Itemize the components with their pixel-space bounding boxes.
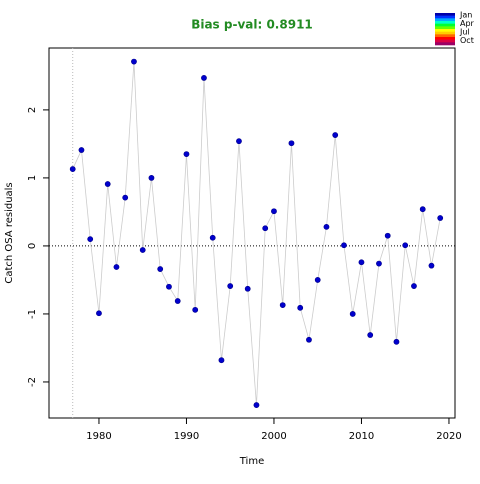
- legend-swatch: [435, 23, 455, 27]
- y-tick-label: 0: [27, 243, 38, 249]
- y-tick-label: 1: [27, 175, 38, 181]
- data-point: [183, 151, 190, 158]
- data-point: [306, 336, 312, 343]
- data-point: [349, 311, 356, 317]
- data-point: [262, 225, 269, 232]
- plot-frame: [48, 47, 456, 419]
- x-tick-label: 1980: [86, 431, 111, 442]
- data-point: [96, 310, 102, 317]
- data-point: [69, 166, 76, 172]
- data-point: [166, 283, 172, 290]
- legend-label: Jul: [459, 28, 470, 37]
- data-point: [244, 285, 251, 292]
- x-tick-label: 2010: [349, 431, 374, 442]
- data-point: [341, 242, 347, 249]
- x-axis-label: Time: [239, 456, 264, 467]
- data-point: [192, 306, 199, 313]
- y-axis-label: Catch OSA residuals: [4, 182, 15, 283]
- data-point: [87, 236, 94, 243]
- data-point: [297, 304, 304, 311]
- data-point: [288, 140, 295, 147]
- legend-swatch: [435, 15, 455, 19]
- data-point: [78, 147, 85, 153]
- data-point: [419, 206, 426, 213]
- legend-swatch: [435, 34, 455, 38]
- x-tick-label: 2000: [261, 431, 286, 442]
- data-point: [253, 402, 260, 408]
- data-point: [323, 223, 330, 230]
- data-point: [174, 298, 181, 304]
- data-point: [376, 260, 382, 267]
- data-point: [209, 234, 216, 241]
- legend-label: Oct: [460, 36, 474, 45]
- legend-swatch: [435, 26, 455, 30]
- data-point: [437, 215, 444, 221]
- data-point: [402, 242, 409, 249]
- legend-label: Jan: [459, 11, 472, 20]
- data-point: [367, 332, 374, 338]
- legend-swatch: [435, 13, 455, 16]
- data-point: [271, 208, 277, 215]
- legend-label: Apr: [460, 19, 475, 28]
- legend-swatch: [435, 21, 455, 24]
- data-point: [384, 232, 391, 239]
- y-tick-label: -1: [27, 309, 38, 319]
- data-point: [139, 247, 146, 253]
- legend-swatch: [435, 31, 455, 35]
- data-point: [157, 266, 164, 272]
- legend-swatch: [435, 39, 455, 43]
- legend-swatch: [435, 37, 455, 40]
- data-point: [148, 175, 155, 181]
- data-point: [279, 302, 286, 308]
- data-point: [201, 75, 207, 81]
- data-point: [428, 262, 435, 269]
- data-point: [314, 277, 321, 283]
- chart-title: Bias p-val: 0.8911: [191, 18, 313, 32]
- x-tick-label: 2020: [436, 431, 461, 442]
- x-tick-label: 1990: [174, 431, 199, 442]
- y-tick-label: 2: [27, 107, 38, 113]
- data-point: [236, 138, 242, 145]
- data-point: [218, 357, 225, 364]
- legend-swatch: [435, 29, 455, 32]
- legend-swatch: [435, 18, 455, 22]
- data-point: [113, 264, 120, 270]
- data-point: [122, 194, 129, 201]
- data-point: [131, 58, 137, 65]
- y-tick-label: -2: [27, 377, 38, 387]
- legend-swatch: [435, 42, 455, 46]
- data-point: [332, 132, 339, 138]
- data-point: [393, 338, 400, 345]
- data-point: [411, 283, 417, 289]
- data-point: [104, 181, 111, 187]
- data-point: [358, 259, 365, 266]
- data-point: [227, 283, 234, 289]
